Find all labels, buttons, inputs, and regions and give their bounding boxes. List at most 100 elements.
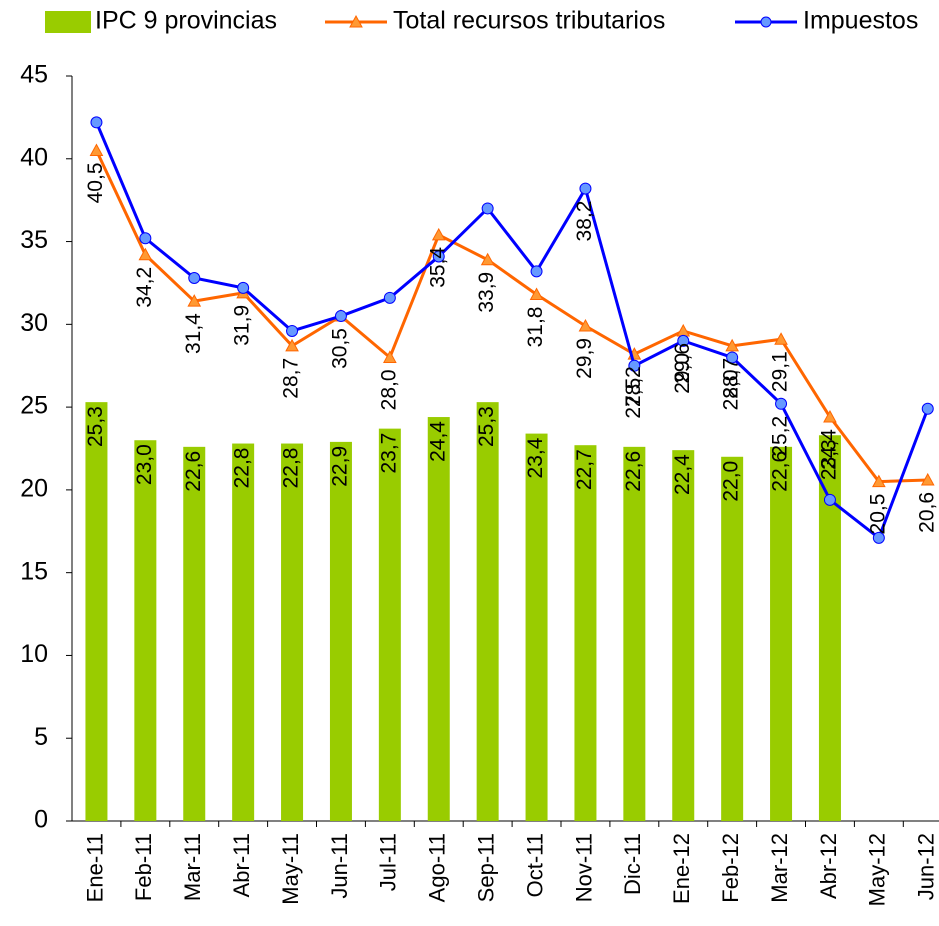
value-label: 22,6: [622, 451, 645, 492]
x-tick-label: Sep-11: [473, 833, 498, 902]
value-label: 34,2: [133, 267, 156, 308]
value-label: 20,5: [866, 494, 889, 535]
y-tick-label: 10: [20, 640, 48, 668]
value-label: 24,4: [426, 421, 449, 462]
marker: [823, 409, 837, 423]
value-label: 22,4: [671, 454, 694, 495]
value-label: 28,7: [720, 358, 743, 399]
x-tick-label: Dic-11: [620, 833, 645, 895]
marker: [677, 334, 690, 347]
marker: [432, 250, 445, 263]
x-tick-label: Ene-12: [669, 833, 694, 904]
value-label: 23,4: [524, 437, 547, 478]
marker: [480, 252, 495, 266]
legend-marker: [760, 16, 772, 28]
x-tick-label: Jul-11: [376, 833, 401, 891]
y-tick-label: 25: [20, 392, 48, 420]
value-label: 22,0: [720, 461, 743, 502]
bar: [183, 446, 206, 821]
value-label: 28,7: [280, 358, 303, 399]
legend-label: Impuestos: [803, 7, 918, 35]
marker: [921, 402, 934, 415]
value-label: 28,2: [622, 366, 645, 407]
y-tick-label: 30: [20, 309, 48, 337]
value-label: 29,0: [671, 353, 694, 394]
marker: [726, 351, 739, 364]
marker: [823, 493, 836, 506]
y-tick-label: 20: [20, 474, 48, 502]
y-tick-label: 0: [34, 806, 48, 834]
value-label: 23,0: [133, 444, 156, 485]
value-label: 28,0: [720, 369, 743, 410]
value-label: 20,6: [915, 492, 938, 533]
value-label: 25,3: [84, 406, 107, 447]
value-label: 30,5: [328, 328, 351, 369]
value-label: 29,9: [573, 338, 596, 379]
marker: [872, 531, 885, 544]
x-tick-label: Mar-12: [767, 833, 792, 903]
marker: [383, 291, 396, 304]
marker: [89, 143, 104, 156]
marker: [188, 271, 201, 284]
bar: [476, 402, 499, 821]
marker: [431, 227, 446, 241]
value-label: 22,8: [231, 448, 254, 489]
marker: [138, 247, 153, 261]
x-tick-label: Abr-12: [816, 833, 841, 899]
value-label: 38,2: [573, 201, 596, 242]
x-tick-label: Oct-11: [522, 833, 547, 897]
x-tick-label: Ago-11: [425, 833, 450, 902]
bar: [721, 456, 744, 821]
value-label: 22,9: [328, 446, 351, 487]
y-tick-label: 40: [20, 143, 48, 171]
marker: [334, 310, 347, 323]
bar: [574, 445, 597, 821]
marker: [676, 323, 691, 337]
value-label: 22,7: [573, 449, 596, 490]
value-label: 25,2: [769, 416, 792, 457]
marker: [90, 116, 103, 129]
x-tick-label: Mar-11: [180, 833, 205, 901]
value-label: 33,9: [475, 272, 498, 313]
legend-swatch: [45, 11, 91, 33]
bar: [623, 446, 646, 821]
bar: [85, 402, 108, 821]
value-label: 29,6: [671, 343, 694, 384]
marker: [920, 472, 935, 486]
marker: [530, 265, 543, 278]
bar: [427, 417, 450, 821]
x-tick-label: Ene-11: [82, 833, 107, 902]
x-tick-label: Jun-12: [914, 833, 939, 900]
value-label: 35,4: [426, 247, 449, 288]
value-label: 23,3: [817, 439, 840, 480]
bar: [134, 440, 157, 821]
value-label: 28,0: [377, 369, 400, 410]
marker: [286, 324, 299, 337]
y-tick-label: 5: [34, 723, 48, 751]
value-label: 22,8: [280, 448, 303, 489]
marker: [481, 202, 494, 215]
bar: [818, 435, 841, 821]
line: [95, 149, 928, 484]
legend-label: IPC 9 provincias: [95, 7, 277, 35]
value-label: 31,8: [524, 307, 547, 348]
marker: [383, 350, 397, 363]
x-tick-label: Nov-11: [571, 833, 596, 902]
x-tick-label: May-12: [865, 833, 890, 906]
bar: [525, 433, 548, 821]
bar: [672, 450, 695, 821]
marker: [774, 332, 788, 345]
marker: [529, 287, 544, 301]
marker: [578, 318, 593, 332]
marker: [187, 294, 202, 307]
bar: [232, 443, 255, 821]
x-tick-label: Feb-11: [131, 833, 156, 901]
value-label: 22,6: [769, 451, 792, 492]
legend-label: Total recursos tributarios: [393, 7, 665, 35]
legend-marker: [349, 14, 363, 28]
bar: [378, 428, 401, 821]
value-label: 25,3: [475, 406, 498, 447]
marker: [139, 232, 152, 245]
y-tick-label: 45: [20, 61, 48, 89]
